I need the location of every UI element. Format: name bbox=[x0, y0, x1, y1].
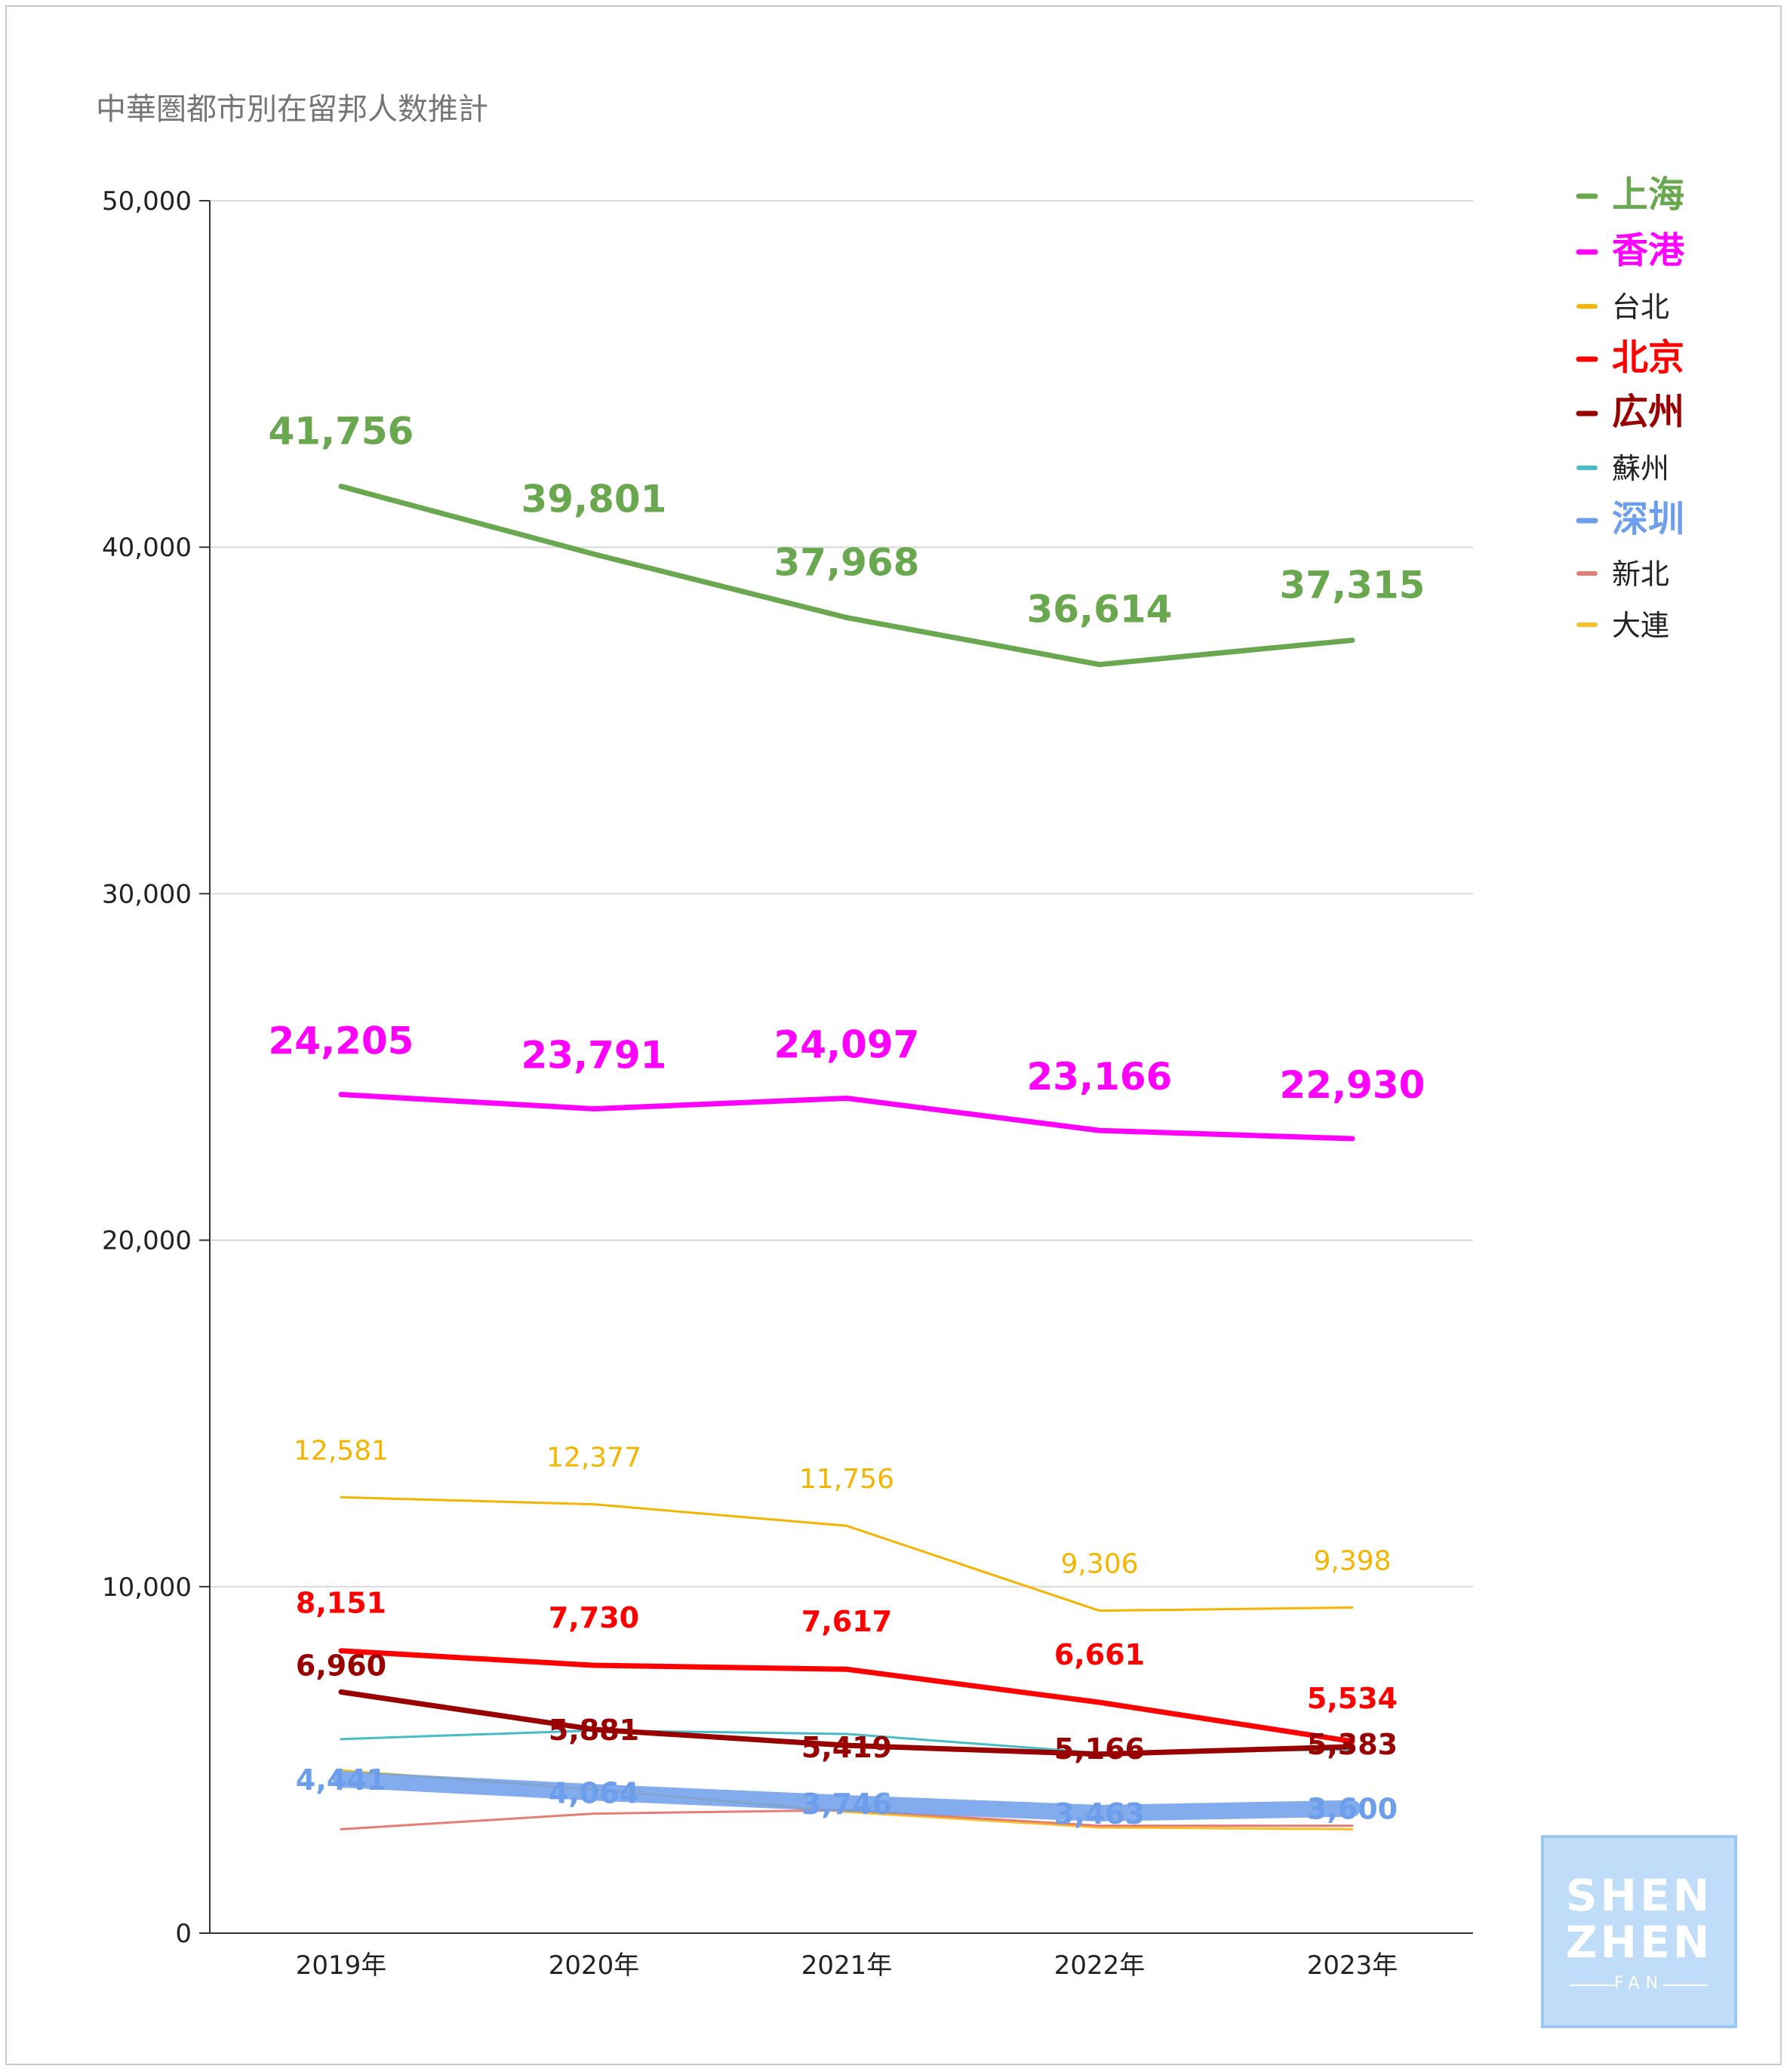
data-label: 5,881 bbox=[549, 1714, 639, 1747]
x-tick-label: 2023年 bbox=[1307, 1951, 1398, 1981]
data-label: 3,463 bbox=[1054, 1797, 1145, 1831]
series-line-深圳 bbox=[333, 1771, 1361, 1821]
data-label: 7,617 bbox=[801, 1605, 892, 1638]
logo-line-2: ZHEN bbox=[1565, 1917, 1713, 1968]
data-label: 3,600 bbox=[1307, 1793, 1398, 1826]
data-label: 12,581 bbox=[294, 1435, 389, 1466]
data-label: 5,166 bbox=[1054, 1732, 1145, 1766]
x-tick-label: 2019年 bbox=[296, 1951, 387, 1981]
legend-label: 香港 bbox=[1612, 229, 1685, 272]
chart-title: 中華圏都市別在留邦人数推計 bbox=[96, 92, 488, 127]
legend-label: 北京 bbox=[1612, 337, 1684, 379]
data-label: 4,064 bbox=[549, 1776, 639, 1809]
x-tick-label: 2022年 bbox=[1054, 1951, 1146, 1981]
data-label: 41,756 bbox=[269, 410, 414, 453]
y-tick-label: 10,000 bbox=[102, 1572, 192, 1603]
legend-label: 上海 bbox=[1612, 174, 1684, 216]
legend-label: 台北 bbox=[1612, 291, 1669, 324]
series-line-上海 bbox=[338, 484, 1355, 668]
data-label: 24,205 bbox=[269, 1019, 414, 1063]
data-label: 11,756 bbox=[799, 1464, 894, 1495]
y-tick-label: 50,000 bbox=[102, 186, 192, 217]
data-label: 24,097 bbox=[774, 1022, 920, 1066]
data-label: 23,166 bbox=[1027, 1055, 1173, 1099]
legend-label: 大連 bbox=[1612, 609, 1669, 642]
data-label: 8,151 bbox=[296, 1587, 386, 1620]
data-label: 5,419 bbox=[801, 1731, 892, 1764]
series-lines bbox=[333, 484, 1361, 1831]
shenzhen-fan-logo: SHEN ZHEN FAN bbox=[1541, 1835, 1737, 2028]
y-tick-label: 40,000 bbox=[102, 533, 192, 563]
logo-line-3: FAN bbox=[1613, 1974, 1665, 1993]
series-line-台北 bbox=[340, 1496, 1354, 1612]
x-tick-label: 2021年 bbox=[801, 1951, 893, 1981]
logo-rule-right bbox=[1663, 1984, 1708, 1986]
axes: 0 10,000 20,000 30,000 40,000 50,000 2019年 2020… bbox=[102, 186, 1473, 1981]
y-tick-label: 0 bbox=[175, 1919, 192, 1949]
data-label: 7,730 bbox=[549, 1601, 639, 1634]
series-line-香港 bbox=[338, 1092, 1355, 1142]
data-label: 5,383 bbox=[1307, 1728, 1398, 1761]
legend-label: 広州 bbox=[1612, 391, 1684, 433]
logo-rule-left bbox=[1570, 1984, 1615, 1986]
data-label: 39,801 bbox=[521, 477, 667, 521]
data-label: 22,930 bbox=[1280, 1063, 1426, 1107]
legend-label: 蘇州 bbox=[1612, 452, 1669, 485]
legend-label: 新北 bbox=[1612, 558, 1669, 591]
y-tick-label: 30,000 bbox=[102, 879, 192, 909]
data-label: 5,534 bbox=[1307, 1682, 1398, 1715]
logo-line-1: SHEN bbox=[1565, 1870, 1713, 1921]
data-label: 37,315 bbox=[1280, 563, 1426, 607]
y-tick-label: 20,000 bbox=[102, 1226, 192, 1256]
data-label: 6,661 bbox=[1054, 1638, 1145, 1671]
x-tick-label: 2020年 bbox=[549, 1951, 640, 1981]
data-label: 4,441 bbox=[296, 1763, 386, 1797]
data-label: 23,791 bbox=[521, 1034, 667, 1078]
data-label: 37,968 bbox=[774, 541, 920, 585]
data-label: 9,306 bbox=[1060, 1549, 1138, 1580]
gridlines bbox=[210, 200, 1473, 1588]
chart-frame bbox=[5, 5, 1782, 2065]
series-line-北京 bbox=[338, 1648, 1355, 1745]
data-labels: 41,756 39,801 37,968 36,614 37,315 24,205 23,7… bbox=[269, 410, 1426, 1831]
legend-label: 深圳 bbox=[1612, 498, 1684, 540]
data-label: 3,746 bbox=[801, 1788, 892, 1821]
series-line-広州 bbox=[338, 1689, 1355, 1757]
data-label: 9,398 bbox=[1313, 1545, 1391, 1576]
data-label: 36,614 bbox=[1027, 588, 1173, 632]
data-label: 6,960 bbox=[296, 1649, 386, 1682]
data-label: 12,377 bbox=[546, 1443, 641, 1474]
